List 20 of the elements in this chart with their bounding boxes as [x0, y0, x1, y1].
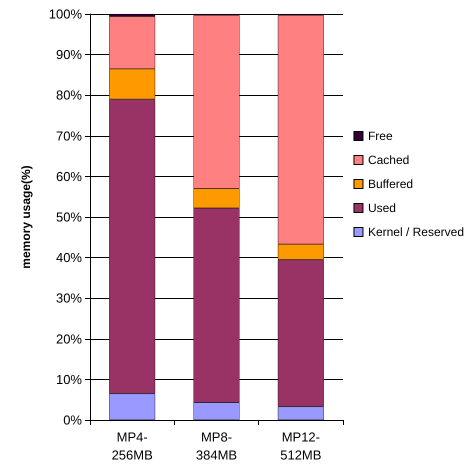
x-tick-label: MP12-512MB: [280, 430, 322, 462]
y-tick-label: 30%: [56, 290, 82, 306]
y-tick-label: 100%: [48, 6, 82, 22]
legend-label: Kernel / Reserved: [368, 225, 464, 239]
y-tick-label: 50%: [56, 210, 82, 224]
y-tick-label: 90%: [56, 47, 82, 62]
legend-label: Used: [368, 201, 396, 215]
y-axis-title: memory usage(%): [19, 165, 33, 269]
y-tick-label: 60%: [56, 168, 82, 184]
y-tick-label: 20%: [56, 331, 82, 346]
y-tick-label: 40%: [56, 250, 82, 266]
legend-label: Buffered: [368, 177, 414, 191]
y-tick-label: 80%: [56, 88, 82, 103]
legend-label: Cached: [368, 153, 410, 167]
x-tick-label: MP8-384MB: [196, 430, 238, 462]
y-tick-label: 0%: [63, 412, 82, 428]
x-tick-label: MP4-256MB: [112, 430, 153, 462]
legend-label: Free: [368, 129, 393, 143]
y-tick-label: 10%: [56, 372, 82, 387]
y-tick-label: 70%: [56, 128, 82, 144]
